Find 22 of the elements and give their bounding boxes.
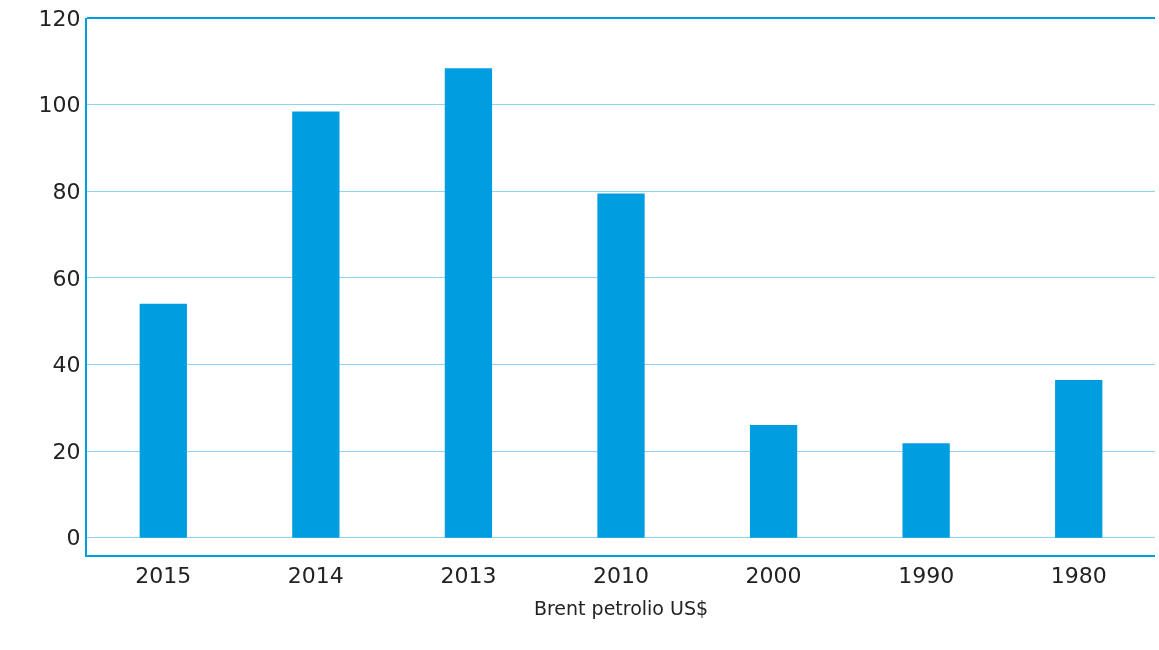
bar [139,303,187,538]
x-tick-label: 2010 [593,563,649,589]
y-tick-label: 100 [38,92,81,118]
x-tick-label: 1980 [1050,563,1107,589]
bar [292,111,340,538]
y-tick-label: 60 [52,265,81,291]
x-tick-label: 2000 [745,563,802,589]
x-tick-label: 2014 [287,563,344,589]
y-tick-label: 80 [52,178,81,204]
bar [597,193,645,538]
y-tick-label: 0 [66,525,81,551]
bar [749,425,798,538]
bar [444,68,493,538]
x-tick-label: 1990 [898,563,955,589]
y-tick-label: 20 [52,438,81,464]
x-axis-title: Brent petrolio US$ [533,596,709,619]
y-tick-label: 40 [52,352,81,378]
bar [902,443,950,538]
x-tick-label: 2013 [440,563,497,589]
y-tick-label: 120 [38,5,81,31]
x-tick-label: 2015 [135,563,192,589]
bar [1055,380,1103,538]
